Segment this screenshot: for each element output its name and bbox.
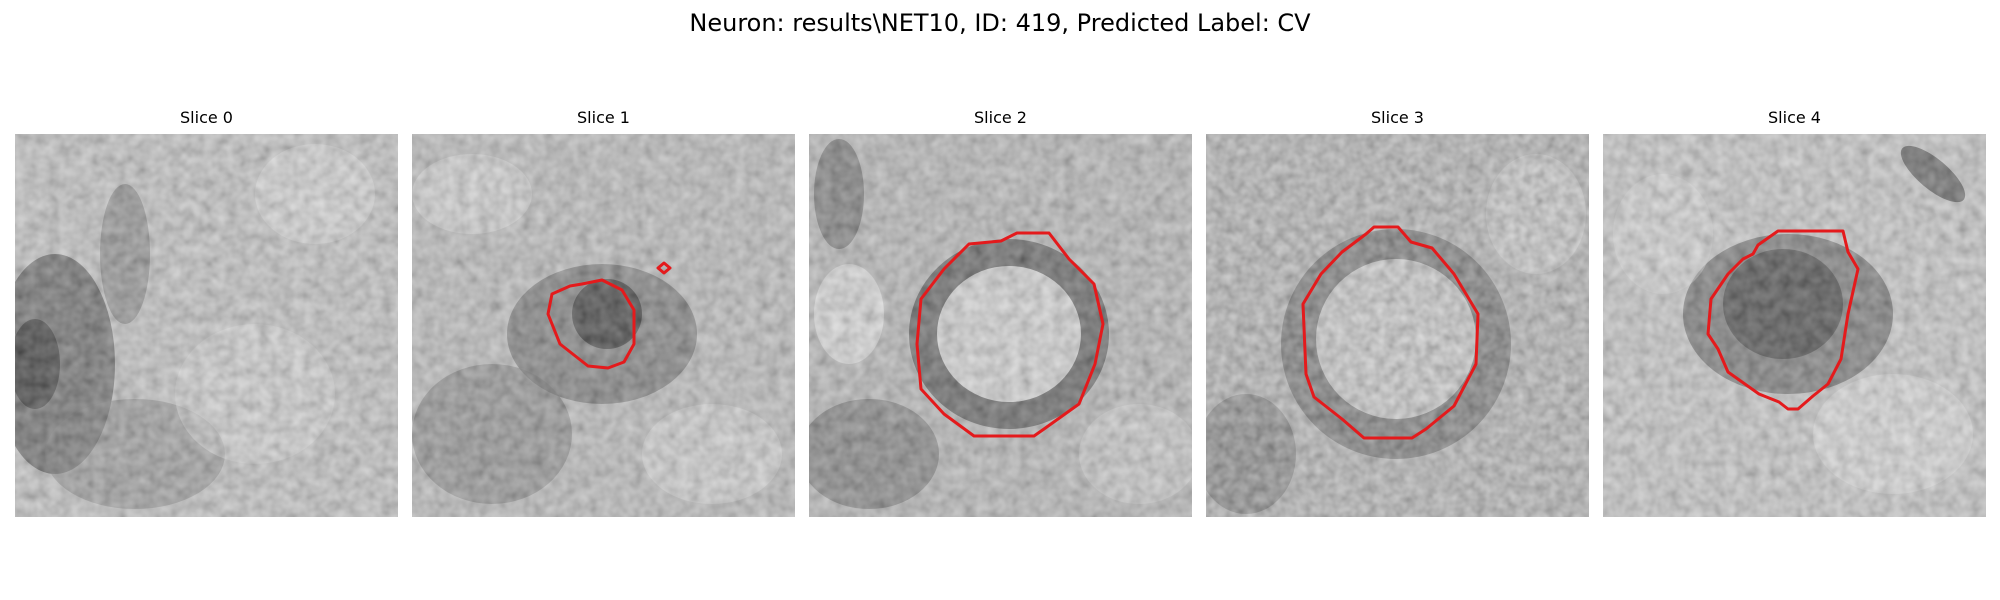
slice-panel-4: Slice 4: [1603, 108, 1986, 517]
segmentation-contour: [546, 278, 636, 370]
slice-title: Slice 4: [1768, 108, 1821, 127]
figure-title: Neuron: results\NET10, ID: 419, Predicte…: [689, 9, 1311, 37]
segmentation-contour: [915, 231, 1105, 438]
slice-title: Slice 3: [1371, 108, 1424, 127]
slice-panel-3: Slice 3: [1206, 108, 1589, 517]
slice-image-4: [1603, 134, 1986, 517]
slice-panel-2: Slice 2: [809, 108, 1192, 517]
slice-title: Slice 1: [577, 108, 630, 127]
segmentation-contour: [1706, 229, 1860, 411]
slice-image-1: [412, 134, 795, 517]
segmentation-contour: [1301, 225, 1480, 440]
slice-title: Slice 2: [974, 108, 1027, 127]
slice-panel-0: Slice 0: [15, 108, 398, 517]
slice-image-0: [15, 134, 398, 517]
slice-image-2: [809, 134, 1192, 517]
slice-image-3: [1206, 134, 1589, 517]
slice-title: Slice 0: [180, 108, 233, 127]
slice-panel-1: Slice 1: [412, 108, 795, 517]
segmentation-contour-small: [656, 261, 672, 275]
